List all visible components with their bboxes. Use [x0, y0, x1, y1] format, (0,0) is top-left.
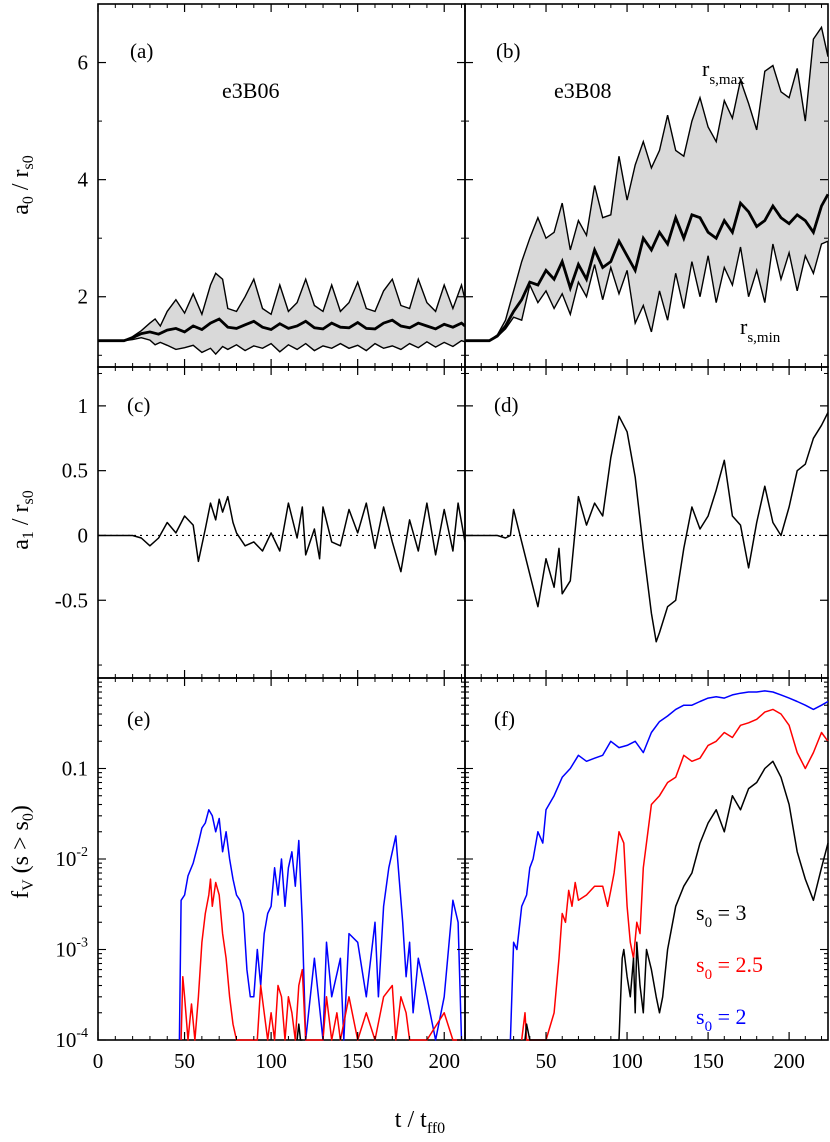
band-fill — [465, 27, 828, 341]
panel-d: (d) — [464, 366, 829, 679]
y-tick-label: 1 — [78, 394, 89, 418]
a0-mean-line — [98, 317, 466, 343]
y-tick-label: 10-3 — [55, 936, 88, 962]
rs-max-label: rs,max — [702, 56, 745, 88]
y-tick-label: 0.1 — [62, 757, 88, 781]
rs-max-line — [98, 272, 466, 342]
y-tick-label: -0.5 — [55, 588, 88, 612]
x-tick-label: 100 — [611, 1049, 643, 1073]
panel-b-run-label: e3B08 — [554, 78, 611, 103]
series-s0-2-5 — [520, 708, 829, 1041]
band-fill — [98, 273, 465, 355]
panel-a-ylabel: a0 / rs0 — [8, 155, 37, 215]
panel-c-plot-area: -0.5 0 0.5 1 — [55, 366, 466, 679]
x-tick-label: 50 — [536, 1049, 557, 1073]
series-a1 — [465, 412, 829, 643]
panel-a-run-label: e3B06 — [222, 78, 279, 103]
panel-e-label: (e) — [127, 707, 150, 731]
x-tick-label: 0 — [93, 1049, 104, 1073]
panel-d-plot-area — [464, 366, 829, 679]
y-tick-label: 0.5 — [62, 459, 88, 483]
legend-item-s0-2-5: s0 = 2.5 — [696, 952, 763, 983]
y-tick-label: 10-2 — [55, 845, 88, 871]
series-a1 — [98, 495, 466, 573]
x-tick-label: 100 — [255, 1049, 287, 1073]
x-tick-label: 150 — [692, 1049, 724, 1073]
panel-f-plot-area: 50 100 150 200 — [464, 677, 829, 1073]
y-tick-label: 0 — [78, 523, 89, 547]
legend-item-s0-2: s0 = 2 — [696, 1004, 746, 1035]
panel-c-ylabel: a1 / rs0 — [8, 490, 37, 550]
y-tick-label: 2 — [78, 285, 89, 309]
rs-min-line — [98, 336, 466, 356]
series-s0-2-5 — [180, 878, 462, 1041]
panel-a: 2 4 6 (a) e3B06 a0 / rs0 — [8, 3, 466, 368]
panel-c-label: (c) — [127, 393, 150, 417]
legend-item-s0-3: s0 = 3 — [696, 900, 746, 931]
rs-min-line — [465, 240, 829, 342]
series-s0-3 — [524, 760, 829, 1041]
rs-max-line — [465, 25, 829, 342]
panel-e-ylabel: fV (s > s0) — [8, 805, 37, 899]
panel-e: 10-4 10-3 10-2 0.1 0 50 100 150 200 (e) fV (s > … — [8, 677, 466, 1073]
y-tick-label: 6 — [78, 51, 89, 75]
panel-f: 50 100 150 200 (f) s0 = 3 s0 = 2.5 s0 = 2 — [464, 677, 829, 1073]
a0-mean-line — [465, 193, 830, 343]
x-tick-label: 200 — [428, 1049, 460, 1073]
x-axis-label: t / tff0 — [395, 1107, 445, 1137]
series-s0-3 — [296, 1023, 303, 1041]
x-tick-label: 150 — [342, 1049, 374, 1073]
panel-b-label: (b) — [496, 39, 521, 63]
panel-f-frame — [464, 677, 829, 1041]
y-tick-label: 10-4 — [55, 1026, 88, 1052]
panel-b: (b) e3B08 rs,max rs,min — [464, 3, 830, 368]
rs-min-label: rs,min — [740, 314, 781, 346]
panel-c: -0.5 0 0.5 1 (c) a1 / rs0 — [8, 366, 466, 679]
x-tick-label: 200 — [773, 1049, 805, 1073]
series-s0-2 — [509, 690, 829, 1041]
panel-f-label: (f) — [494, 707, 515, 731]
series-s0-2 — [178, 809, 463, 1041]
legend: s0 = 3 s0 = 2.5 s0 = 2 — [696, 900, 763, 1035]
panel-d-label: (d) — [494, 393, 519, 417]
panel-a-label: (a) — [130, 39, 153, 63]
y-tick-label: 4 — [78, 168, 89, 192]
x-tick-label: 50 — [174, 1049, 195, 1073]
panel-e-plot-area: 10-4 10-3 10-2 0.1 0 50 100 150 200 — [55, 677, 466, 1073]
